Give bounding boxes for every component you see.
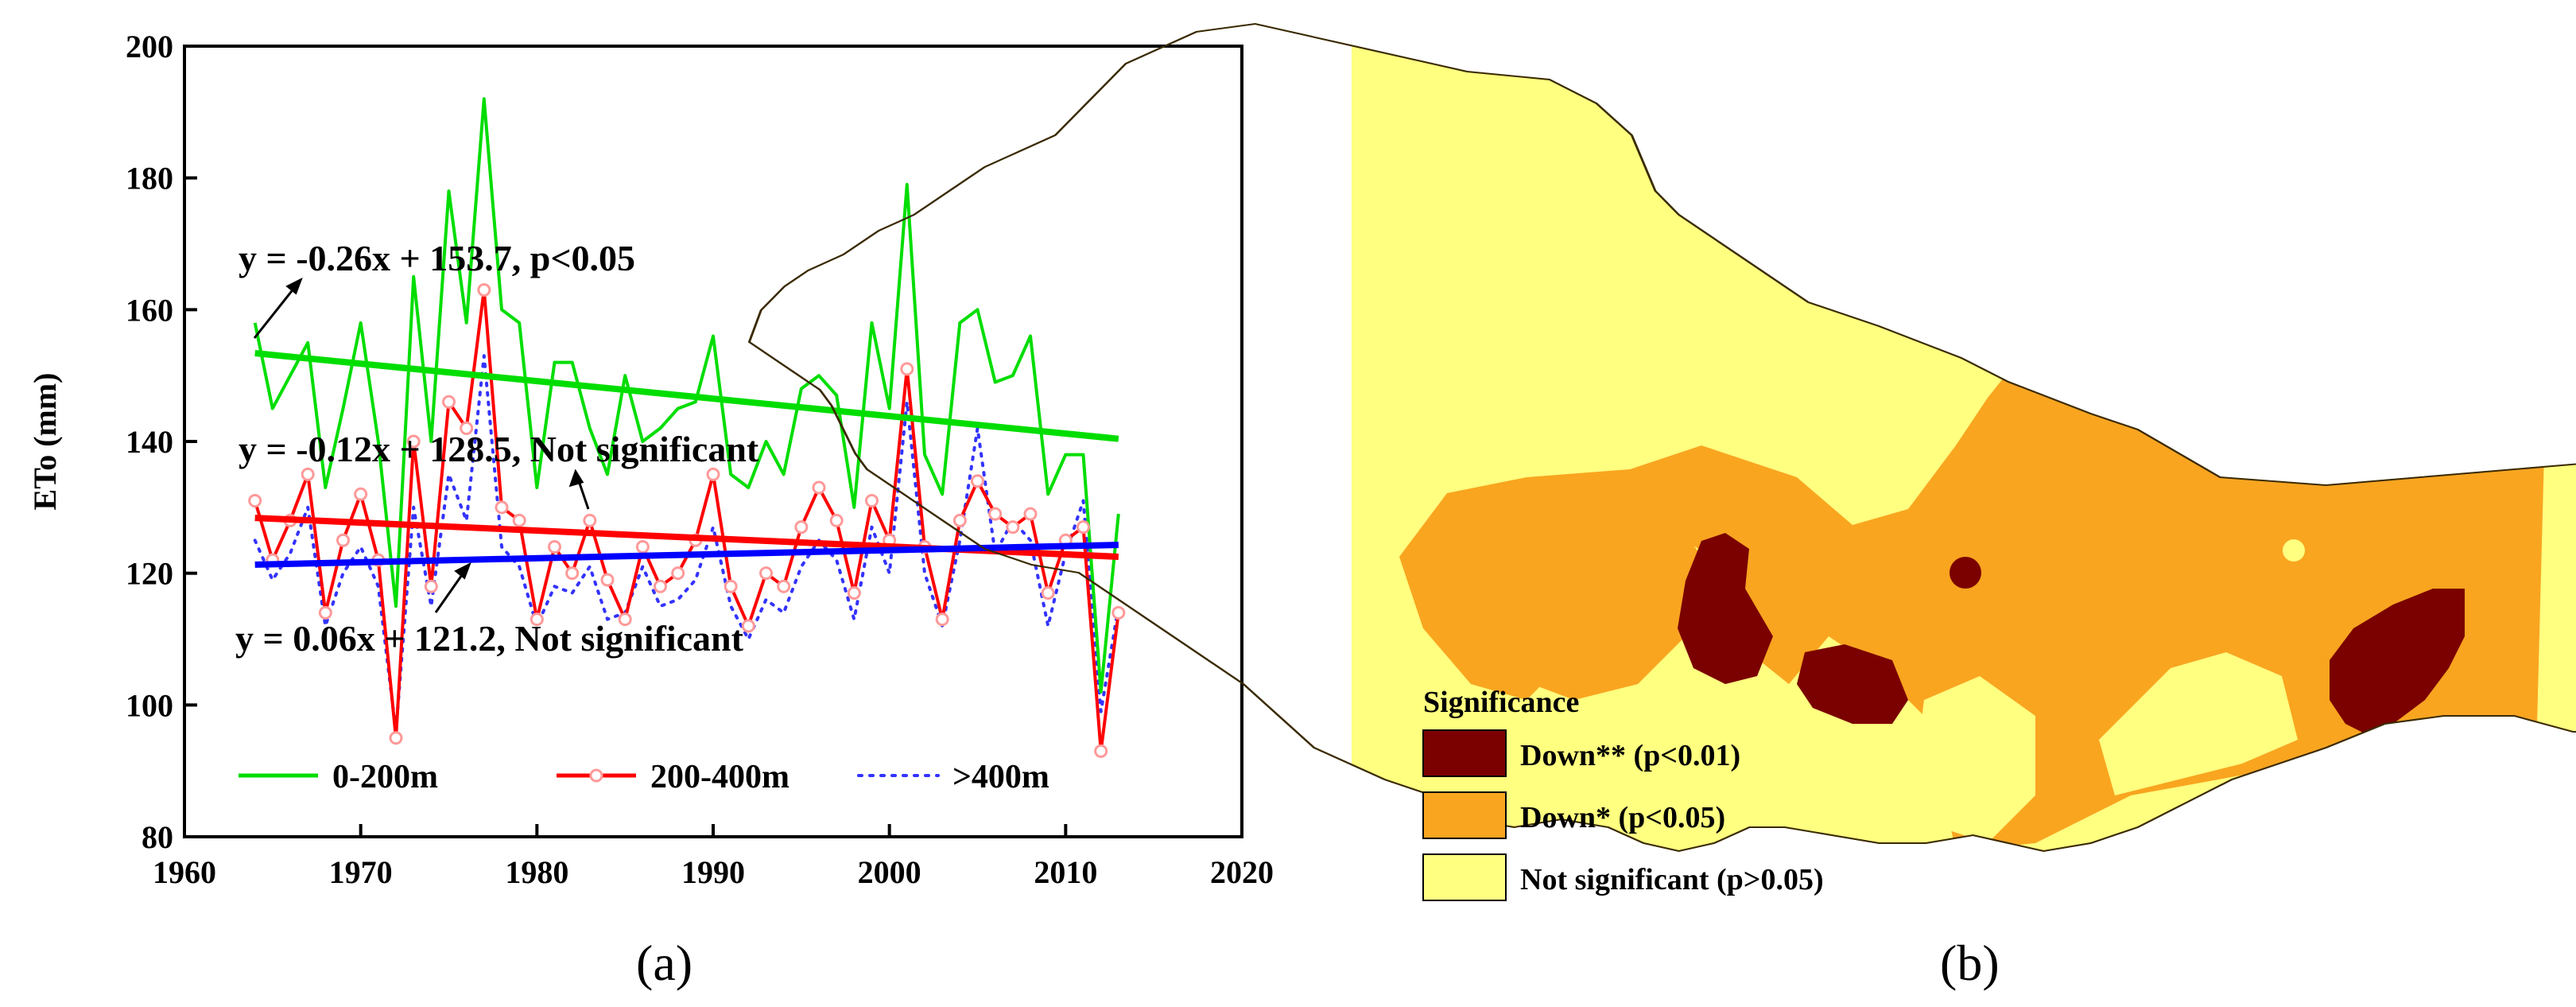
- legend-label-200-400m: 200-400m: [650, 759, 789, 795]
- series-point: [1094, 744, 1108, 758]
- series-point: [812, 480, 826, 495]
- series-point: [794, 520, 809, 535]
- y-tick-label: 180: [126, 161, 173, 196]
- annotation-arrows: [253, 277, 590, 613]
- series-point: [318, 605, 332, 620]
- series-point: [1023, 507, 1038, 521]
- series-point: [724, 579, 738, 593]
- legend-label-down: Down* (p<0.05): [1520, 801, 1725, 834]
- map-legend: Significance Down** (p<0.01) Down* (p<0.…: [1422, 686, 1824, 901]
- series-point: [1006, 520, 1020, 535]
- map-legend-title: Significance: [1423, 686, 1579, 719]
- x-tick-label: 1980: [505, 854, 568, 890]
- series-point: [389, 731, 403, 745]
- y-axis-ticks: 80 100 120 140 160 180 200: [126, 29, 197, 855]
- legend-label-0-200m: 0-200m: [332, 759, 438, 795]
- series-point: [847, 586, 861, 601]
- series-point: [565, 566, 580, 581]
- series-point: [460, 421, 474, 435]
- series-point: [512, 513, 526, 527]
- legend-label-above-400m: >400m: [952, 759, 1049, 795]
- series-point: [971, 474, 984, 488]
- x-tick-label: 2000: [858, 854, 921, 890]
- series-point: [618, 612, 632, 627]
- y-tick-label: 120: [126, 556, 173, 592]
- line-chart-panel: 80 100 120 140 160 180 200 1960 1970 1980 1990 200…: [27, 29, 1274, 890]
- trend-label-200-400m: y = -0.12x + 128.5, Not significant: [239, 429, 759, 469]
- x-tick-label: 2020: [1210, 854, 1274, 890]
- series-point: [865, 494, 879, 508]
- series-point: [829, 513, 844, 527]
- y-axis-label: ETo (mm): [27, 373, 63, 511]
- series-point: [600, 573, 615, 587]
- legend-swatch-down: [1422, 791, 1507, 839]
- series-point: [406, 434, 421, 449]
- series-point: [654, 579, 667, 593]
- series-point: [635, 540, 650, 554]
- panel-caption-a: (a): [636, 935, 692, 991]
- y-tick-label: 200: [126, 29, 173, 64]
- legend: 0-200m 200-400m >400m: [239, 759, 1049, 795]
- x-axis-ticks: 1960 1970 1980 1990 2000 2010 2020: [153, 824, 1274, 890]
- series-point: [354, 487, 368, 501]
- series-point: [741, 619, 755, 633]
- series-point: [442, 395, 456, 409]
- series-point: [583, 513, 597, 527]
- series-point: [495, 500, 509, 515]
- series-point: [706, 467, 720, 481]
- x-tick-label: 1970: [329, 854, 393, 890]
- y-tick-label: 100: [126, 687, 173, 723]
- trend-label-above-400m: y = 0.06x + 121.2, Not significant: [235, 618, 744, 659]
- series-point: [477, 282, 491, 297]
- legend-swatch-down-strong: [1422, 729, 1507, 777]
- series-point: [301, 467, 315, 481]
- legend-label-down-strong: Down** (p<0.01): [1520, 739, 1740, 772]
- series-point: [336, 533, 350, 547]
- series-point: [935, 612, 949, 627]
- series-point: [548, 540, 561, 554]
- x-tick-label: 1990: [681, 854, 745, 890]
- series-point: [900, 362, 914, 376]
- series-point: [1041, 586, 1055, 601]
- series-point: [988, 507, 1003, 521]
- trend-lines: [254, 350, 1119, 568]
- series-point: [671, 566, 685, 581]
- series-point: [1111, 605, 1126, 620]
- series-line-0-200m: [253, 97, 1120, 694]
- series-point: [248, 494, 262, 508]
- significance-map-panel: Significance Down** (p<0.01) Down* (p<0.…: [747, 22, 2576, 901]
- series-point: [777, 579, 791, 593]
- panel-caption-b: (b): [1940, 935, 2000, 991]
- series-point: [424, 579, 438, 593]
- series-point: [759, 566, 773, 581]
- y-tick-label: 140: [126, 424, 173, 460]
- x-tick-label: 1960: [153, 854, 216, 890]
- series-point: [952, 513, 967, 527]
- series-point: [1077, 520, 1090, 535]
- trend-line: [254, 542, 1119, 568]
- y-tick-label: 80: [142, 819, 173, 855]
- legend-label-not-significant: Not significant (p>0.05): [1520, 863, 1824, 896]
- trend-line: [254, 350, 1119, 442]
- trend-label-0-200m: y = -0.26x + 153.7, p<0.05: [239, 238, 635, 278]
- legend-swatch-not-significant: [1422, 853, 1507, 901]
- series-point: [530, 612, 544, 627]
- series-line->400m: [253, 354, 1120, 733]
- y-tick-label: 160: [126, 292, 173, 328]
- x-tick-label: 2010: [1034, 854, 1097, 890]
